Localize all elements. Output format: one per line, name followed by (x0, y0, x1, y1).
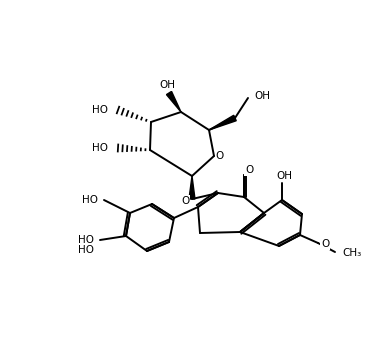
Text: HO: HO (92, 105, 108, 115)
Text: CH₃: CH₃ (342, 248, 361, 258)
Polygon shape (167, 91, 181, 112)
Text: O: O (216, 151, 224, 161)
Text: HO: HO (78, 235, 94, 245)
Polygon shape (209, 115, 236, 130)
Text: HO: HO (78, 245, 94, 255)
Text: HO: HO (82, 195, 98, 205)
Text: OH: OH (276, 171, 292, 181)
Text: OH: OH (254, 91, 270, 101)
Text: O: O (321, 239, 329, 249)
Text: OH: OH (159, 80, 175, 90)
Polygon shape (189, 176, 195, 199)
Text: O: O (245, 165, 253, 175)
Text: HO: HO (92, 143, 108, 153)
Text: O: O (181, 196, 189, 206)
